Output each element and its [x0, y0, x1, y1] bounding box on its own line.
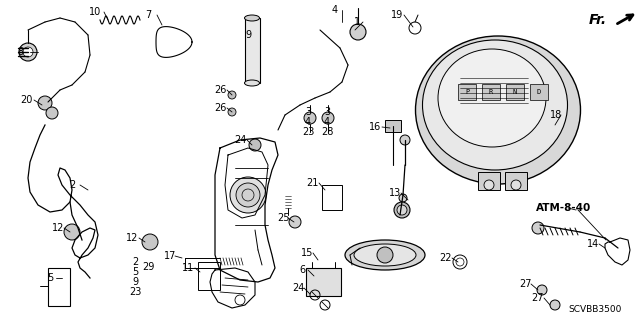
Text: 8: 8	[17, 47, 23, 57]
Circle shape	[377, 247, 393, 263]
Text: 10: 10	[89, 7, 101, 17]
Circle shape	[19, 43, 37, 61]
Text: 23: 23	[129, 287, 141, 297]
Text: 3: 3	[324, 107, 330, 117]
Circle shape	[304, 112, 316, 124]
Circle shape	[228, 108, 236, 116]
Circle shape	[532, 222, 544, 234]
Bar	[322, 185, 342, 210]
Circle shape	[550, 300, 560, 310]
Text: 17: 17	[164, 251, 176, 261]
Text: 12: 12	[52, 223, 64, 233]
Circle shape	[23, 47, 33, 57]
Text: 23: 23	[302, 127, 314, 137]
Text: 16: 16	[369, 122, 381, 132]
Text: 1: 1	[354, 17, 360, 27]
Text: 4: 4	[332, 5, 338, 15]
Circle shape	[249, 139, 261, 151]
Text: 24: 24	[292, 283, 304, 293]
Text: 2: 2	[69, 180, 75, 190]
Ellipse shape	[438, 49, 546, 147]
Ellipse shape	[244, 15, 259, 21]
Circle shape	[350, 24, 366, 40]
Text: 19: 19	[391, 10, 403, 20]
Circle shape	[289, 216, 301, 228]
Text: N: N	[513, 89, 517, 95]
Text: 4: 4	[305, 117, 311, 127]
Text: ATM-8-40: ATM-8-40	[536, 203, 591, 213]
Circle shape	[228, 91, 236, 99]
Text: 9: 9	[132, 277, 138, 287]
Bar	[198, 262, 220, 290]
Text: 11: 11	[182, 263, 194, 273]
Text: SCVBB3500: SCVBB3500	[568, 306, 621, 315]
Text: 9: 9	[245, 30, 251, 40]
Bar	[458, 84, 476, 100]
Ellipse shape	[244, 80, 259, 86]
Circle shape	[38, 96, 52, 110]
Text: 26: 26	[214, 85, 226, 95]
Circle shape	[46, 107, 58, 119]
Circle shape	[142, 234, 158, 250]
Circle shape	[230, 177, 266, 213]
Ellipse shape	[345, 240, 425, 270]
Bar	[245, 18, 260, 83]
Ellipse shape	[415, 36, 580, 184]
Text: 28: 28	[321, 127, 333, 137]
Circle shape	[511, 180, 521, 190]
Text: 5: 5	[132, 267, 138, 277]
Bar	[306, 268, 341, 296]
Bar	[530, 84, 548, 100]
Text: 25: 25	[276, 213, 289, 223]
Text: 12: 12	[126, 233, 138, 243]
Circle shape	[400, 135, 410, 145]
Text: 4: 4	[324, 117, 330, 127]
Circle shape	[537, 285, 547, 295]
Text: 26: 26	[214, 103, 226, 113]
Text: 7: 7	[145, 10, 151, 20]
Text: 22: 22	[440, 253, 452, 263]
Text: P: P	[465, 89, 469, 95]
Text: Fr.: Fr.	[589, 13, 607, 27]
Text: 13: 13	[389, 188, 401, 198]
Text: 20: 20	[20, 95, 32, 105]
Circle shape	[322, 112, 334, 124]
Bar	[482, 84, 500, 100]
Bar	[478, 172, 500, 190]
Bar	[505, 172, 527, 190]
Text: R: R	[489, 89, 493, 95]
Text: 2: 2	[132, 257, 138, 267]
Bar	[48, 268, 70, 306]
Text: 5: 5	[47, 273, 53, 283]
Text: 6: 6	[299, 265, 305, 275]
Text: 29: 29	[142, 262, 154, 272]
Text: 3: 3	[305, 107, 311, 117]
Bar	[385, 120, 401, 132]
Text: 21: 21	[306, 178, 318, 188]
Circle shape	[394, 202, 410, 218]
Circle shape	[236, 183, 260, 207]
Circle shape	[397, 205, 407, 215]
Circle shape	[399, 194, 407, 202]
Text: 27: 27	[519, 279, 531, 289]
Text: 18: 18	[550, 110, 562, 120]
Text: 24: 24	[234, 135, 246, 145]
Ellipse shape	[422, 40, 568, 170]
Ellipse shape	[354, 244, 416, 266]
Circle shape	[64, 224, 80, 240]
Text: 15: 15	[301, 248, 313, 258]
Bar	[506, 84, 524, 100]
Text: 14: 14	[587, 239, 599, 249]
Text: 27: 27	[532, 293, 544, 303]
Circle shape	[484, 180, 494, 190]
Text: D: D	[537, 89, 541, 95]
